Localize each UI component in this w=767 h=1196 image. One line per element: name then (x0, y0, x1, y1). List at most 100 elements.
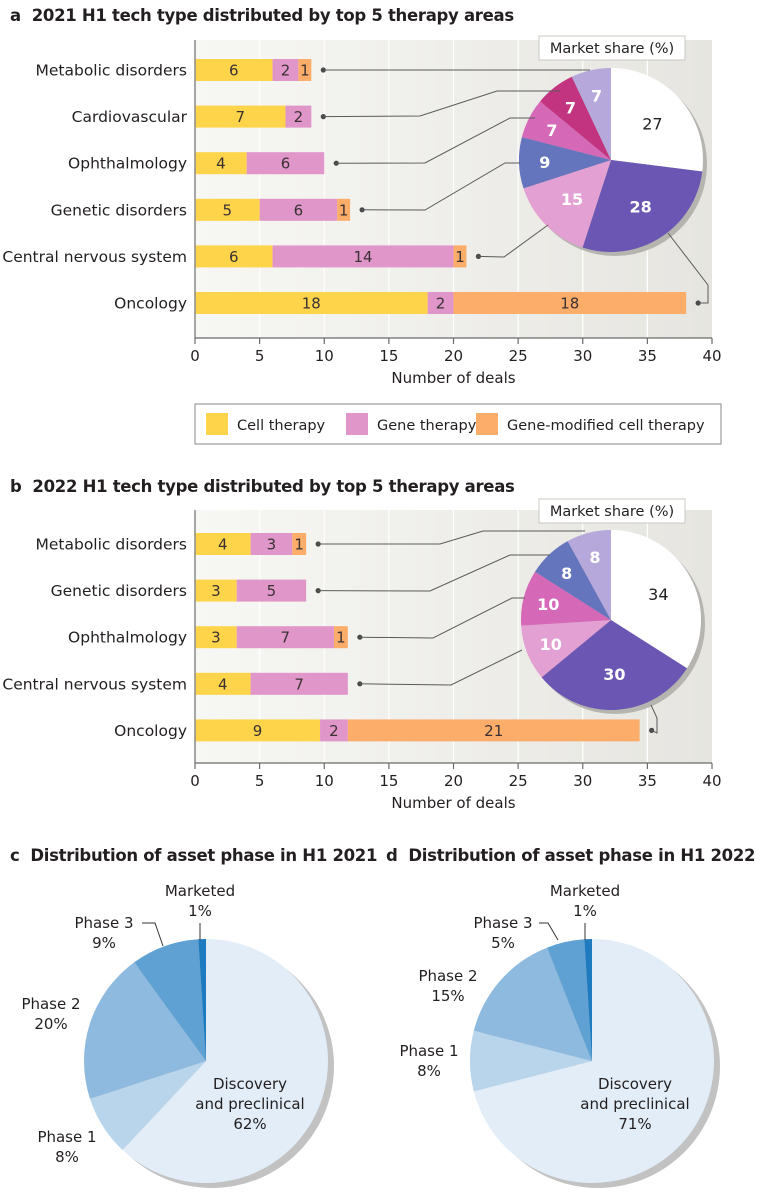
panel-b-title-text: 2022 H1 tech type distributed by top 5 t… (32, 477, 515, 496)
pie-slice-phase-1 (89, 1061, 206, 1150)
panel-c-pie: Discovery and preclinical 62% Phase 1 8% Phas… (21, 882, 334, 1188)
category-label: Genetic disorders (51, 201, 187, 219)
category-label: Genetic disorders (51, 582, 187, 600)
panel-d-letter: d (386, 846, 398, 865)
panel-d-title-text: Distribution of asset phase in H1 2022 (408, 846, 756, 865)
pie-slice-label: 7 (546, 121, 557, 140)
pie-slice-phase-1 (469, 1030, 592, 1092)
bar-value-label: 9 (253, 722, 263, 740)
bar-value-label: 18 (560, 295, 579, 313)
bar-value-label: 3 (211, 582, 221, 600)
bar-segment-gene (236, 579, 307, 602)
pie-slice-label: 27 (642, 114, 662, 133)
panel-a-letter: a (10, 6, 21, 25)
x-tick-label: 30 (573, 772, 592, 790)
bar-value-label: 7 (294, 675, 304, 693)
x-tick-label: 15 (379, 347, 398, 365)
legend-label-cell: Cell therapy (237, 418, 326, 434)
bar-value-label: 5 (223, 201, 233, 219)
x-tick-label: 5 (255, 347, 265, 365)
x-tick-label: 40 (702, 347, 721, 365)
bar-value-label: 1 (294, 536, 304, 554)
bar-value-label: 7 (235, 108, 245, 126)
pie-value-label: 8% (417, 1062, 441, 1080)
bar-value-label: 2 (436, 295, 446, 313)
x-tick-label: 20 (444, 772, 463, 790)
x-tick-label: 35 (638, 772, 657, 790)
pie-slice-ophthalmology (521, 571, 611, 626)
pie-value-label: 62% (233, 1115, 266, 1133)
leader-line (142, 922, 164, 947)
category-label: Ophthalmology (68, 155, 187, 173)
leader-line (359, 597, 525, 639)
x-axis-title: Number of deals (391, 794, 515, 812)
pie-slice-metabolic-disorders (571, 68, 611, 160)
pie-slice-marketed (198, 939, 206, 1061)
pie-slice-label: 8 (589, 548, 600, 567)
bar-value-label: 6 (294, 201, 304, 219)
pie-label-marketed: Marketed (165, 882, 235, 900)
category-label: Central nervous system (2, 248, 187, 266)
pie-label-phase-3: Phase 3 (74, 914, 133, 932)
bar-value-label: 14 (353, 248, 372, 266)
legend-swatch-gmct (476, 413, 498, 435)
pie-slice-label: 10 (537, 595, 559, 614)
panel-d-title: d Distribution of asset phase in H1 2022 (386, 846, 756, 865)
pie-slice-label: 7 (591, 86, 602, 105)
x-tick-label: 10 (315, 772, 334, 790)
panel-a-title-text: 2021 H1 tech type distributed by top 5 t… (31, 6, 514, 25)
pie-slice-discovery-and-preclinical (473, 939, 714, 1183)
pie-slice-oncology (541, 620, 687, 710)
pie-value-label: 9% (92, 934, 116, 952)
bar-value-label: 1 (336, 629, 346, 647)
bar-value-label: 21 (484, 722, 503, 740)
pie-label-discovery-and-preclinical: and preclinical (195, 1095, 304, 1113)
leader-line (650, 704, 658, 734)
bar-value-label: 3 (267, 536, 277, 554)
pie-slice-marketed (584, 939, 592, 1061)
bar-segment-gmct (333, 626, 348, 649)
pie-label-phase-3: Phase 3 (473, 914, 532, 932)
pie-label-phase-1: Phase 1 (37, 1128, 96, 1146)
bar-value-label: 2 (281, 62, 291, 80)
bar-value-label: 2 (294, 108, 304, 126)
bar-segment-gene (272, 245, 454, 268)
bar-value-label: 18 (302, 295, 321, 313)
x-tick-label: 30 (573, 347, 592, 365)
bar-value-label: 1 (300, 62, 310, 80)
bar-segment-gene (246, 152, 325, 175)
bar-segment-gmct (453, 292, 687, 314)
bar-value-label: 6 (281, 155, 291, 173)
bar-segment-gene (250, 672, 348, 695)
pie-title-box (538, 498, 686, 524)
bar-segment-cell (195, 105, 286, 128)
leader-line (336, 117, 535, 164)
pie-slice-genetic-disorders (535, 541, 611, 620)
pie-slice-oncology (582, 160, 703, 252)
leader-line (323, 90, 560, 118)
pie-title: Market share (%) (550, 504, 674, 520)
panel-c-letter: c (10, 846, 20, 865)
pie-label-discovery-and-preclinical: Discovery (598, 1075, 672, 1093)
pie-slice-label: 10 (540, 635, 562, 654)
panel-c-title-text: Distribution of asset phase in H1 2021 (30, 846, 378, 865)
x-tick-label: 20 (444, 347, 463, 365)
category-label: Central nervous system (2, 675, 187, 693)
x-tick-label: 15 (379, 772, 398, 790)
pie-value-label: 8% (55, 1148, 79, 1166)
bar-value-label: 3 (211, 629, 221, 647)
pie-label-phase-1: Phase 1 (399, 1042, 458, 1060)
bar-value-label: 6 (229, 248, 239, 266)
bar-segment-gene (427, 292, 454, 314)
x-tick-label: 35 (638, 347, 657, 365)
legend-swatch-cell (206, 413, 228, 435)
bar-value-label: 7 (281, 629, 291, 647)
pie-slice-other (611, 68, 703, 172)
bar-value-label: 4 (216, 155, 226, 173)
pie-value-label: 1% (573, 902, 597, 920)
leader-line (667, 232, 709, 304)
bar-segment-cell (195, 198, 260, 221)
bar-segment-gene (272, 59, 299, 81)
